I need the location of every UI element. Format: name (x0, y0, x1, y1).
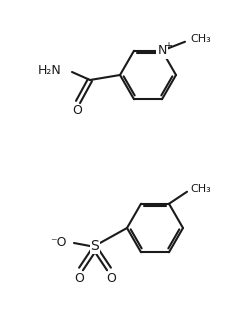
Text: H₂N: H₂N (38, 64, 62, 76)
Text: ⁻O: ⁻O (50, 236, 67, 250)
Text: S: S (90, 239, 99, 253)
Text: O: O (72, 104, 82, 117)
Text: O: O (106, 271, 116, 284)
Text: +: + (163, 41, 171, 51)
Text: CH₃: CH₃ (189, 184, 210, 194)
Text: O: O (74, 271, 84, 284)
Text: N: N (157, 44, 166, 57)
Text: CH₃: CH₃ (189, 34, 210, 44)
